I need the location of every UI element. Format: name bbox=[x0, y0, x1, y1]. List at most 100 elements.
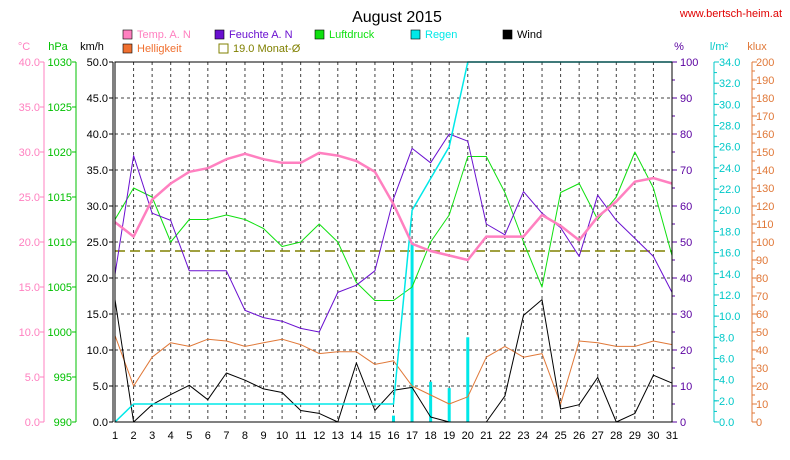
wind-tick-label: 10.0 bbox=[87, 345, 108, 357]
wind-tick-label: 25.0 bbox=[87, 237, 108, 249]
legend-label: 19.0 Monat-Ø bbox=[233, 43, 301, 55]
temp-tick-label: 20.0 bbox=[19, 237, 40, 249]
rain-tick-label: 6.0 bbox=[719, 353, 734, 365]
x-tick-label: 24 bbox=[536, 430, 548, 442]
series-line bbox=[114, 299, 673, 423]
pressure-tick-label: 1020 bbox=[48, 147, 72, 159]
wind-tick-label: 45.0 bbox=[87, 93, 108, 105]
legend-swatch bbox=[218, 43, 229, 54]
light-tick-label: 40 bbox=[756, 345, 768, 357]
rain-tick-label: 18.0 bbox=[719, 226, 740, 238]
rain-tick-label: 2.0 bbox=[719, 396, 734, 408]
rain-tick-label: 8.0 bbox=[719, 332, 734, 344]
x-tick-label: 20 bbox=[462, 430, 474, 442]
light-tick-label: 100 bbox=[756, 237, 774, 249]
humidity-tick-label: 10 bbox=[680, 381, 692, 393]
x-tick-label: 30 bbox=[647, 430, 659, 442]
rain-bar bbox=[410, 242, 414, 422]
legend-label: Luftdruck bbox=[329, 29, 375, 41]
humidity-tick-label: 20 bbox=[680, 345, 692, 357]
humidity-tick-label: 30 bbox=[680, 309, 692, 321]
unit-label-light: klux bbox=[747, 41, 767, 53]
rain-tick-label: 34.0 bbox=[719, 57, 740, 69]
light-tick-label: 10 bbox=[756, 399, 768, 411]
rain-tick-label: 32.0 bbox=[719, 78, 740, 90]
light-tick-label: 140 bbox=[756, 165, 774, 177]
humidity-tick-label: 70 bbox=[680, 165, 692, 177]
x-tick-label: 5 bbox=[186, 430, 192, 442]
x-tick-label: 29 bbox=[629, 430, 641, 442]
legend-swatch bbox=[314, 29, 325, 40]
series-line bbox=[114, 151, 673, 262]
x-tick-label: 6 bbox=[205, 430, 211, 442]
light-tick-label: 150 bbox=[756, 147, 774, 159]
legend-label: Regen bbox=[425, 29, 457, 41]
wind-tick-label: 50.0 bbox=[87, 57, 108, 69]
pressure-tick-label: 995 bbox=[54, 372, 72, 384]
x-tick-label: 31 bbox=[666, 430, 678, 442]
x-tick-label: 10 bbox=[276, 430, 288, 442]
humidity-tick-label: 50 bbox=[680, 237, 692, 249]
temp-tick-label: 5.0 bbox=[25, 372, 40, 384]
wind-tick-label: 35.0 bbox=[87, 165, 108, 177]
light-tick-label: 20 bbox=[756, 381, 768, 393]
series-line bbox=[114, 133, 673, 333]
humidity-tick-label: 60 bbox=[680, 201, 692, 213]
x-tick-label: 21 bbox=[480, 430, 492, 442]
legend-swatch bbox=[122, 29, 133, 40]
x-tick-label: 19 bbox=[443, 430, 455, 442]
rain-tick-label: 16.0 bbox=[719, 248, 740, 260]
series-line bbox=[114, 335, 673, 405]
pressure-tick-label: 990 bbox=[54, 417, 72, 429]
x-tick-label: 22 bbox=[499, 430, 511, 442]
unit-label-temp: °C bbox=[18, 41, 30, 53]
light-tick-label: 190 bbox=[756, 75, 774, 87]
pressure-tick-label: 1000 bbox=[48, 327, 72, 339]
rain-tick-label: 22.0 bbox=[719, 184, 740, 196]
pressure-tick-label: 1025 bbox=[48, 102, 72, 114]
humidity-tick-label: 0 bbox=[680, 417, 686, 429]
temp-tick-label: 15.0 bbox=[19, 282, 40, 294]
rain-tick-label: 12.0 bbox=[719, 290, 740, 302]
rain-tick-label: 26.0 bbox=[719, 142, 740, 154]
rain-daily-bars bbox=[392, 242, 470, 422]
rain-tick-label: 10.0 bbox=[719, 311, 740, 323]
wind-tick-label: 40.0 bbox=[87, 129, 108, 141]
light-tick-label: 30 bbox=[756, 363, 768, 375]
plot-frame bbox=[114, 61, 673, 423]
light-tick-label: 200 bbox=[756, 57, 774, 69]
wind-tick-label: 5.0 bbox=[93, 381, 108, 393]
x-tick-label: 11 bbox=[295, 430, 306, 442]
x-tick-label: 14 bbox=[350, 430, 362, 442]
temp-tick-label: 40.0 bbox=[19, 57, 40, 69]
light-tick-label: 120 bbox=[756, 201, 774, 213]
x-tick-label: 17 bbox=[406, 430, 418, 442]
x-tick-label: 1 bbox=[112, 430, 118, 442]
x-tick-label: 2 bbox=[131, 430, 137, 442]
pressure-tick-label: 1010 bbox=[48, 237, 72, 249]
light-tick-label: 110 bbox=[756, 219, 774, 231]
temp-tick-label: 0.0 bbox=[25, 417, 40, 429]
rain-tick-label: 28.0 bbox=[719, 121, 740, 133]
unit-label-rain: l/m² bbox=[710, 41, 729, 53]
series-line bbox=[114, 151, 673, 301]
x-tick-label: 12 bbox=[313, 430, 325, 442]
x-tick-label: 28 bbox=[610, 430, 622, 442]
light-tick-label: 90 bbox=[756, 255, 768, 267]
pressure-tick-label: 1030 bbox=[48, 57, 72, 69]
unit-label-humidity: % bbox=[674, 41, 684, 53]
series-lines bbox=[114, 61, 673, 423]
legend-label: Temp. A. N bbox=[137, 29, 191, 41]
legend-label: Helligkeit bbox=[137, 43, 182, 55]
legend-swatch bbox=[122, 43, 133, 54]
x-tick-label: 18 bbox=[425, 430, 437, 442]
rain-tick-label: 0.0 bbox=[719, 417, 734, 429]
humidity-tick-label: 40 bbox=[680, 273, 692, 285]
rain-bar bbox=[429, 381, 433, 422]
light-tick-label: 160 bbox=[756, 129, 774, 141]
rain-tick-label: 30.0 bbox=[719, 99, 740, 111]
x-tick-label: 13 bbox=[332, 430, 344, 442]
x-tick-label: 26 bbox=[573, 430, 585, 442]
x-tick-label: 7 bbox=[223, 430, 229, 442]
